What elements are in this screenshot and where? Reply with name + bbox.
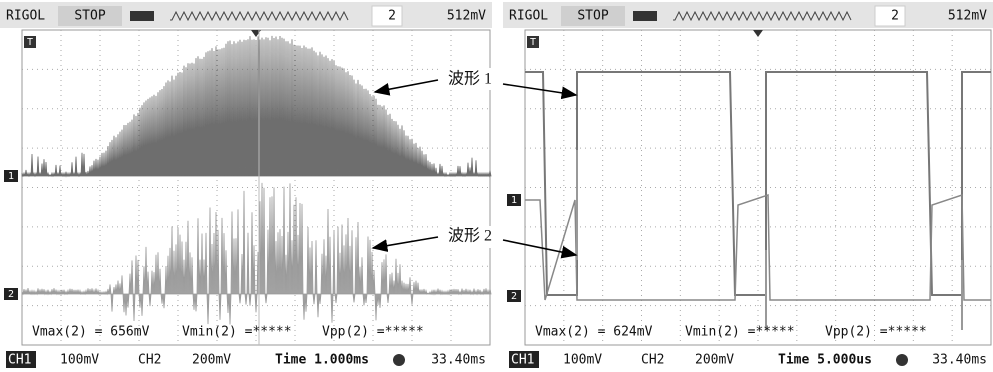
measurement: Vmin(2) =***** <box>182 325 292 340</box>
trigger-marker: T <box>530 37 536 48</box>
trigger-level: 512mV <box>447 9 486 24</box>
trigger-channel: 2 <box>891 9 899 24</box>
ch1-scale: 100mV <box>60 353 99 368</box>
measurement: Vmin(2) =***** <box>685 325 795 340</box>
screen <box>525 30 991 345</box>
timebase: Time 5.000us <box>778 353 872 368</box>
ch2-scale: 200mV <box>695 353 734 368</box>
ch2-marker: 2 <box>8 289 14 300</box>
annotation: 波形 1 <box>448 70 492 88</box>
offset: 33.40ms <box>431 353 486 368</box>
battery-icon <box>130 11 154 21</box>
measurement: Vpp(2) =***** <box>825 325 927 340</box>
brand: RIGOL <box>509 9 548 24</box>
ch1-scale: 100mV <box>563 353 602 368</box>
trigger-channel: 2 <box>388 9 396 24</box>
ch1-marker: 1 <box>511 195 517 206</box>
trigger-level: 512mV <box>948 9 987 24</box>
trigger-box <box>372 6 402 26</box>
annotation: 波形 2 <box>448 227 492 245</box>
battery-icon <box>633 11 657 21</box>
timebase: Time 1.000ms <box>275 353 369 368</box>
scope-comparison: RIGOL STOP 2 512mV T 1 2 Vmax(2) = 656mV Vmin(2)… <box>0 0 993 372</box>
brand: RIGOL <box>6 9 45 24</box>
offset-icon <box>896 354 908 366</box>
measurement: Vmax(2) = 656mV <box>32 325 150 340</box>
offset-icon <box>393 354 405 366</box>
trigger-box <box>875 6 905 26</box>
status: STOP <box>74 9 105 24</box>
offset: 33.40ms <box>932 353 987 368</box>
ch2-label: CH2 <box>641 353 664 368</box>
ch1-label: CH1 <box>511 353 534 368</box>
ch2-scale: 200mV <box>192 353 231 368</box>
ch1-marker: 1 <box>8 171 14 182</box>
measurement: Vmax(2) = 624mV <box>535 325 653 340</box>
ch1-label: CH1 <box>8 353 31 368</box>
trigger-marker: T <box>27 37 33 48</box>
status: STOP <box>577 9 608 24</box>
ch2-label: CH2 <box>138 353 161 368</box>
measurement: Vpp(2) =***** <box>322 325 424 340</box>
ch2-marker: 2 <box>511 291 517 302</box>
